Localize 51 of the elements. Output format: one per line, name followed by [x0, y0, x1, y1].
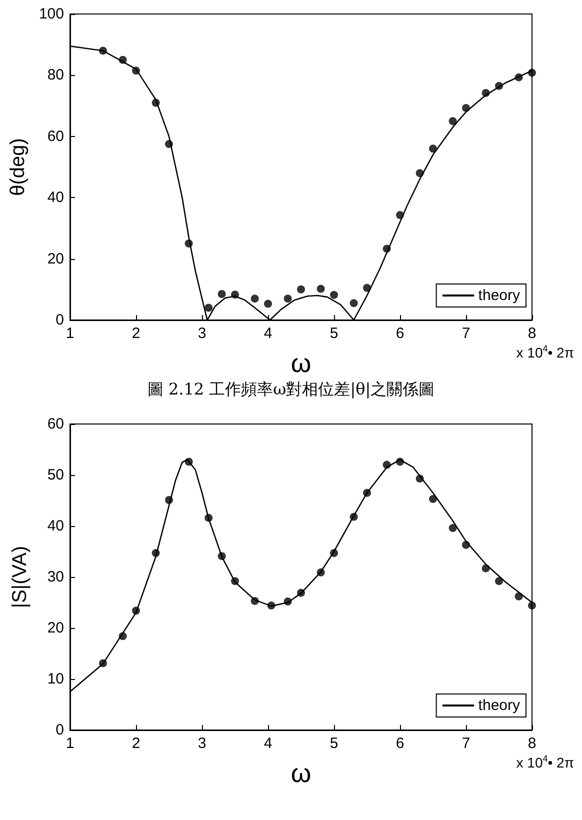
y-tick-label: 100: [38, 6, 64, 22]
x-tick-label: 6: [396, 735, 404, 752]
y-tick-label: 0: [56, 312, 64, 328]
x-tick-label: 6: [396, 325, 404, 342]
point: [264, 300, 272, 308]
y-tick-label: 60: [47, 128, 64, 145]
y-tick-label: 80: [47, 66, 64, 84]
x-tick-label: 7: [462, 735, 470, 752]
x-tick-label: 5: [330, 735, 338, 752]
y-tick-label: 10: [47, 670, 64, 688]
point: [297, 285, 305, 294]
x-tick-label: 1: [66, 735, 74, 752]
text: 圖 2.12 工作頻率ω對相位差|θ|之關係圖: [147, 380, 435, 398]
legend-label: theory: [478, 287, 520, 304]
x-tick-label: 7: [462, 325, 470, 342]
point: [528, 602, 536, 610]
point: [495, 577, 503, 586]
x-tick-label: 2: [132, 735, 140, 752]
point: [429, 494, 437, 503]
x-tick-label: 4: [264, 735, 272, 752]
y-tick-label: 60: [47, 416, 64, 432]
point: [448, 117, 457, 126]
x-axis-title: ω: [290, 758, 312, 788]
point: [350, 299, 358, 308]
y-tick-label: 40: [47, 189, 64, 206]
y-tick-label: 0: [56, 722, 64, 738]
point: [330, 290, 338, 299]
x-tick-label: 3: [198, 735, 206, 752]
x-axis-title: ω: [290, 348, 312, 378]
y-axis-title: |S|(VA): [9, 546, 31, 608]
point: [284, 294, 292, 303]
y-tick-label: 40: [47, 518, 64, 534]
y-axis-title: θ(deg): [7, 138, 30, 196]
point: [316, 284, 325, 293]
y-tick-label: 50: [47, 466, 64, 484]
point: [218, 290, 226, 298]
point: [204, 304, 213, 312]
point: [250, 294, 259, 303]
x-tick-label: 4: [264, 325, 272, 342]
x-tick-label: 8: [528, 325, 536, 342]
point: [448, 524, 457, 532]
x-tick-label: 1: [66, 325, 74, 342]
x-tick-label: 8: [528, 735, 536, 752]
y-tick-label: 20: [47, 620, 64, 636]
y-tick-label: 20: [47, 250, 64, 268]
x-tick-label: 3: [198, 325, 206, 342]
legend-label: theory: [478, 697, 520, 714]
y-tick-label: 30: [47, 568, 64, 586]
point: [429, 144, 437, 153]
x-tick-label: 5: [330, 325, 338, 342]
x-tick-label: 2: [132, 325, 140, 342]
